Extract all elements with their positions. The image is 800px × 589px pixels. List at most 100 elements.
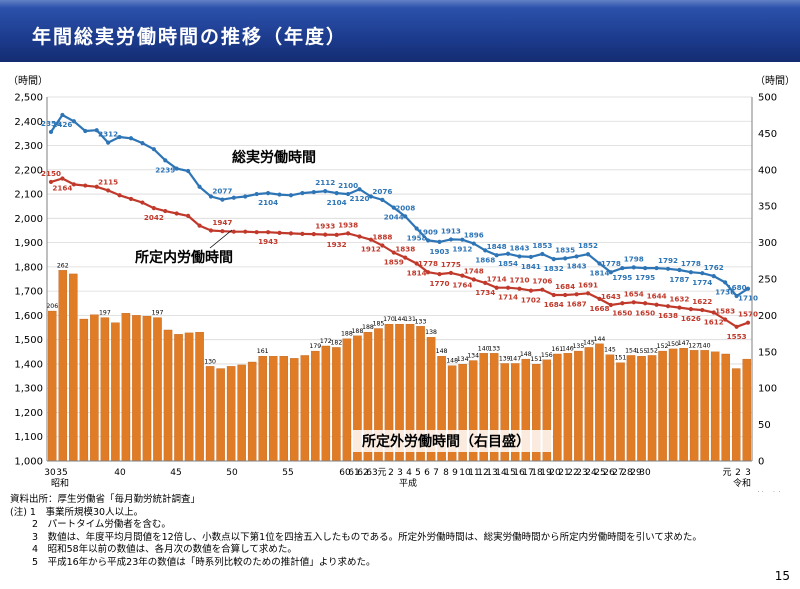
overtime-bar <box>616 362 625 462</box>
total-hours-point <box>323 189 328 194</box>
overtime-bar <box>574 350 583 462</box>
y-left-tick-label: 2,000 <box>14 214 43 225</box>
scheduled-hours-point <box>483 280 488 285</box>
overtime-bar <box>342 338 352 462</box>
bar-data-label: 148 <box>436 348 448 355</box>
x-tick-label: 61 <box>348 468 359 478</box>
total-hours-point <box>243 194 248 199</box>
total-hours-point <box>186 168 191 174</box>
y-right-tick-label: 150 <box>758 347 777 358</box>
scheduled-hours-point <box>83 183 88 188</box>
total-data-label: 1680 <box>727 283 747 292</box>
bar-data-label: 188 <box>341 331 353 338</box>
y-left-axis-label: （時間） <box>8 75 48 87</box>
overtime-bar <box>132 315 141 462</box>
total-hours-point <box>494 253 499 258</box>
x-tick-label: 3 <box>745 468 751 478</box>
bar-data-label: 144 <box>594 336 606 343</box>
overtime-bar <box>258 356 267 462</box>
scheduled-hours-point <box>277 230 282 235</box>
overtime-bar <box>689 350 699 462</box>
x-tick-label: 20 <box>549 468 561 478</box>
overtime-bar <box>584 347 594 462</box>
scheduled-data-label: 1638 <box>658 311 678 320</box>
overtime-bar <box>247 361 257 462</box>
overtime-bar <box>174 334 183 462</box>
total-hours-point <box>71 119 76 124</box>
scheduled-hours-point <box>140 200 145 205</box>
scheduled-data-label: 1702 <box>521 296 541 305</box>
total-data-label: 1896 <box>464 231 484 240</box>
bar-data-label: 148 <box>446 358 458 365</box>
overtime-bar <box>205 366 215 462</box>
total-data-label: 1798 <box>624 254 644 263</box>
overtime-bar <box>100 317 110 462</box>
y-left-tick-label: 1,200 <box>14 408 43 419</box>
scheduled-hours-point <box>334 232 339 237</box>
y-left-tick-label: 2,100 <box>14 190 43 201</box>
total-hours-point <box>734 293 739 299</box>
total-hours-point <box>151 147 156 152</box>
overtime-bar <box>279 356 289 462</box>
total-hours-point <box>277 192 282 197</box>
x-tick-label: 55 <box>282 468 293 478</box>
total-hours-point <box>608 270 613 275</box>
scheduled-data-label: 1947 <box>212 218 232 227</box>
scheduled-data-label: 1626 <box>681 314 701 323</box>
bar-data-label: 134 <box>457 356 469 363</box>
bar-data-label: 188 <box>362 324 374 331</box>
x-era-label: 令和 <box>733 477 751 489</box>
x-tick-label: 元 <box>377 468 386 478</box>
x-tick-label: 40 <box>114 468 126 478</box>
total-hours-point <box>414 226 419 231</box>
scheduled-hours-point <box>654 302 659 307</box>
scheduled-hours-point <box>345 231 351 236</box>
scheduled-hours-point <box>231 229 236 234</box>
notes-block: 資料出所：厚生労働省「毎月勤労統計調査」 (注) 1 事業所規模30人以上。 2… <box>10 494 702 569</box>
scheduled-data-label: 1714 <box>487 275 507 284</box>
scheduled-data-label: 1938 <box>338 220 358 229</box>
x-tick-label: 13 <box>486 468 497 478</box>
y-left-tick-label: 1,000 <box>14 457 43 468</box>
scheduled-annotation-leader <box>209 229 233 249</box>
overtime-bars <box>48 270 751 462</box>
scheduled-hours-point <box>254 230 259 235</box>
overtime-bar <box>153 317 162 462</box>
total-hours-point <box>311 190 316 195</box>
total-hours-point <box>643 265 648 271</box>
y-left-tick-label: 2,300 <box>14 141 43 152</box>
total-data-label: 2008 <box>395 203 415 212</box>
scheduled-data-label: 1622 <box>692 297 712 306</box>
y-left-tick-label: 1,600 <box>14 311 43 322</box>
total-data-label: 1792 <box>658 256 678 265</box>
overtime-bar <box>163 329 173 462</box>
bar-data-label: 161 <box>257 348 269 355</box>
scheduled-hours-point <box>243 229 248 234</box>
scheduled-hours-point <box>380 243 385 248</box>
title-bar: 年間総実労働時間の推移（年度） <box>0 0 800 62</box>
overtime-bar <box>679 348 688 462</box>
total-hours-point <box>254 191 259 197</box>
bar-data-label: 133 <box>488 345 500 352</box>
note-3: 3 数値は、年度平均月間値を12倍し、小数点以下第1位を四捨五入したものである。… <box>10 531 702 543</box>
total-hours-point <box>265 190 271 196</box>
scheduled-series-annotation: 所定内労働時間 <box>135 249 233 266</box>
bar-data-label: 172 <box>320 338 332 345</box>
scheduled-hours-point <box>528 288 534 293</box>
scheduled-hours-point <box>368 237 374 242</box>
total-hours-point <box>403 214 408 219</box>
total-hours-point <box>723 280 728 285</box>
scheduled-hours-point <box>608 302 613 308</box>
scheduled-hours-point <box>425 270 431 275</box>
bar-data-label: 170 <box>383 316 395 323</box>
bar-data-label: 197 <box>152 310 164 317</box>
scheduled-hours-point <box>71 182 76 187</box>
y-right-tick-label: 100 <box>758 384 777 395</box>
bar-data-label: 150 <box>667 341 679 348</box>
total-data-label: 1778 <box>681 259 701 268</box>
total-hours-point <box>208 194 214 199</box>
bar-data-label: 127 <box>688 342 700 349</box>
note-5: 5 平成16年から平成23年の数値は「時系列比較のための推計値」より求めた。 <box>10 556 376 568</box>
overtime-bar <box>311 350 320 462</box>
